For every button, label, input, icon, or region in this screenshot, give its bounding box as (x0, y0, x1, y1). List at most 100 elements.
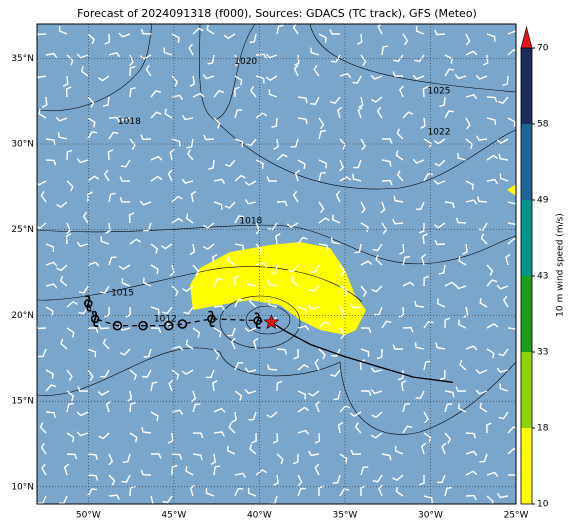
wind-barb (129, 87, 136, 98)
wind-barb (333, 390, 341, 401)
wind-barb (444, 390, 455, 398)
colorbar-tick-label: 58 (537, 120, 549, 130)
wind-barb (66, 369, 73, 381)
wind-barb (423, 360, 431, 371)
wind-barb (458, 319, 467, 329)
wind-barb (150, 327, 162, 334)
wind-barb (87, 453, 98, 460)
colorbar-segment (521, 352, 532, 428)
wind-barb (436, 474, 446, 484)
wind-barb (414, 342, 425, 350)
wind-barb (350, 303, 362, 309)
wind-barb (308, 390, 320, 397)
wind-barb (266, 411, 278, 419)
wind-barb (395, 486, 404, 497)
wind-barb (187, 149, 194, 161)
wind-barb (339, 159, 344, 172)
wind-barb (273, 474, 279, 486)
wind-barb (203, 243, 215, 250)
wind-barb (339, 488, 350, 497)
wind-barb (267, 279, 278, 287)
wind-barb (382, 138, 393, 144)
wind-barb (223, 33, 236, 40)
colorbar-tick-label: 49 (537, 196, 549, 206)
wind-barb (87, 261, 100, 267)
wind-barb (87, 117, 96, 128)
wind-barb (486, 323, 499, 329)
wind-barb (462, 243, 468, 255)
wind-barb (105, 222, 111, 234)
isobar-label: 1012 (154, 314, 177, 324)
wind-barb (297, 96, 308, 104)
wind-barb (339, 264, 346, 277)
wind-barb (45, 243, 55, 252)
wind-barb (465, 450, 478, 456)
x-tick-label: 45°W (161, 511, 186, 521)
wind-barb (87, 96, 95, 108)
wind-barb (370, 389, 383, 395)
wind-barb (465, 93, 478, 100)
colorbar-tick-label: 18 (537, 424, 549, 434)
wind-barb (505, 253, 511, 266)
colorbar-segment (521, 428, 532, 504)
wind-barb (108, 192, 116, 203)
wind-barb (103, 169, 110, 182)
wind-barb (249, 33, 257, 44)
x-tick-label: 40°W (247, 511, 272, 521)
wind-barb (444, 403, 453, 413)
wind-barb (171, 33, 180, 43)
wind-barb (185, 339, 194, 350)
wind-barb (171, 195, 183, 203)
wind-barb (171, 94, 184, 100)
colorbar-tick-label: 70 (537, 44, 549, 54)
wind-barb (423, 320, 434, 329)
wind-barb (436, 298, 446, 308)
wind-barb (444, 201, 455, 209)
wind-barb (248, 411, 257, 421)
wind-barb (102, 96, 110, 107)
wind-barb (82, 211, 89, 224)
wind-barb (360, 348, 370, 357)
wind-barb (465, 494, 477, 501)
wind-barb (360, 222, 369, 233)
wind-barb (399, 243, 405, 255)
wind-barb (45, 411, 56, 418)
wind-barb (392, 474, 404, 482)
wind-barb (192, 264, 200, 276)
wind-barb (270, 264, 278, 275)
wind-barb (167, 432, 174, 444)
wind-barb (507, 237, 519, 245)
wind-barb (381, 222, 388, 235)
storm-symbol (112, 320, 123, 331)
wind-barb (350, 449, 362, 456)
wind-barb (392, 71, 404, 77)
storm-symbol (138, 320, 148, 331)
wind-barb (339, 327, 345, 340)
wind-barb (100, 369, 110, 378)
wind-barb (444, 54, 453, 64)
wind-barb (496, 367, 509, 373)
wind-barb (171, 217, 184, 224)
current-position (263, 313, 280, 330)
wind-barb (329, 96, 341, 105)
wind-barb (41, 96, 48, 108)
hurricane-symbol (207, 310, 216, 327)
wind-barb (224, 201, 236, 209)
map-title: Forecast of 2024091318 (f000), Sources: … (77, 7, 477, 20)
wind-barb (423, 275, 430, 287)
wind-barb (234, 86, 240, 98)
wind-barb (498, 348, 509, 357)
wind-barb (465, 117, 471, 130)
wind-barb (234, 54, 240, 67)
wind-barb (66, 149, 73, 161)
wind-barb (150, 411, 159, 422)
wind-barb (332, 474, 341, 484)
colorbar-tick-label: 43 (537, 272, 548, 282)
wind-barb (255, 75, 265, 84)
wind-barb (213, 431, 225, 437)
wind-barb (276, 200, 288, 207)
wind-barb (310, 264, 320, 273)
wind-barb (310, 96, 320, 105)
wind-barb (121, 278, 131, 287)
wind-barb (150, 89, 162, 98)
